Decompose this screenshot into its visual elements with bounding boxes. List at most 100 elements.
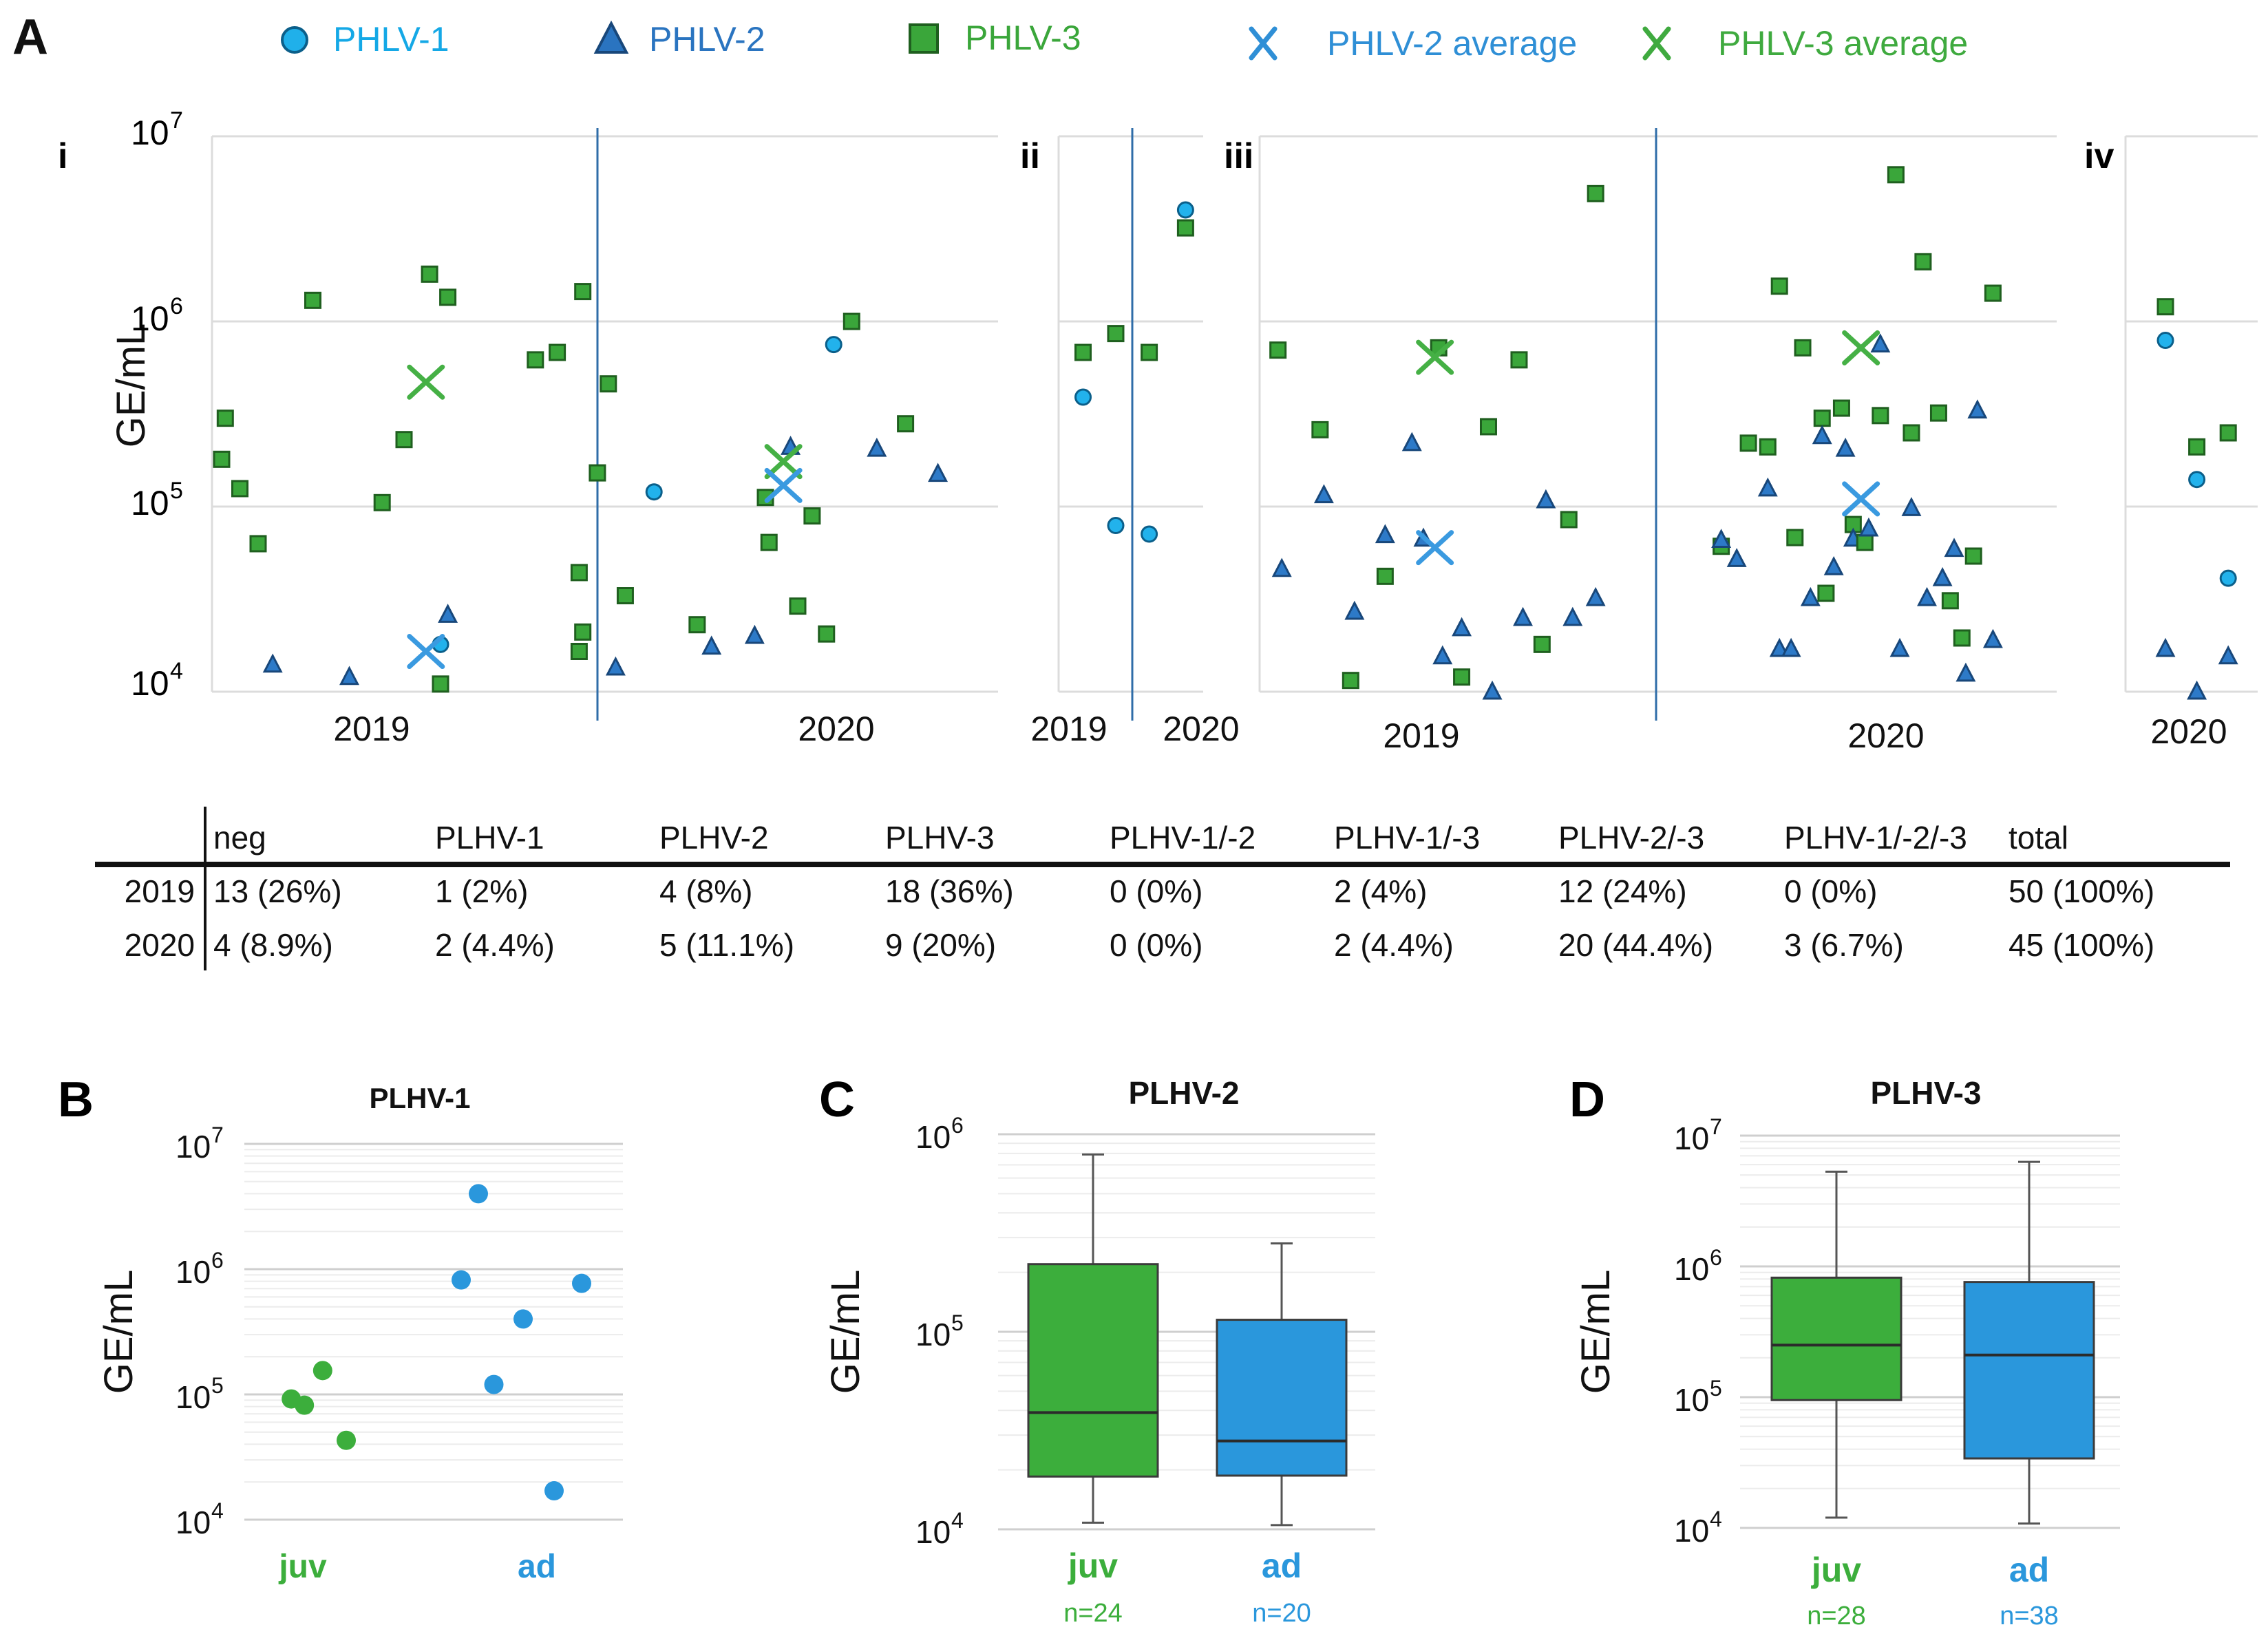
legend-label-phlv3: PHLV-3 <box>965 19 1081 57</box>
table-cell: 3 (6.7%) <box>1784 927 1904 963</box>
point-phlv3-3 <box>1739 434 1757 452</box>
ytick-base: 10 <box>1674 1513 1709 1549</box>
point-phlv2-2 <box>1726 548 1747 567</box>
subpanel-label-ii: ii <box>1020 136 1040 176</box>
ytick: 10 7 <box>1674 1114 1722 1156</box>
ytick: 10 5 <box>1674 1376 1722 1418</box>
year-label-2019: 2019 <box>1030 710 1107 748</box>
table-header-cell: neg <box>213 820 266 856</box>
ytick-exp: 6 <box>170 293 183 319</box>
point-phlv3-2 <box>1176 219 1194 237</box>
subpanel-label-iv: iv <box>2084 136 2114 176</box>
point-phlv3-20 <box>574 623 592 641</box>
point-phlv3-10 <box>1794 339 1812 357</box>
ytick-base: 10 <box>1674 1382 1709 1418</box>
avg-phlv3-0 <box>1842 330 1880 365</box>
point-phlv2-4 <box>744 624 765 644</box>
point-phlv3-21 <box>570 642 588 660</box>
ad-point-3 <box>484 1374 504 1394</box>
point-phlv3-13 <box>1453 668 1471 686</box>
point-phlv2-21 <box>1562 606 1583 626</box>
table-cell: 2 (4.4%) <box>435 927 555 963</box>
point-phlv3-39 <box>1984 284 2002 302</box>
avg-stroke <box>1416 339 1454 375</box>
table-cell: 20 (44.4%) <box>1558 927 1714 963</box>
group-label-ad: ad <box>518 1549 556 1585</box>
point-phlv2-22 <box>1585 586 1606 606</box>
point-phlv2-7 <box>1769 637 1790 657</box>
point-phlv3-12 <box>1813 410 1831 427</box>
ad-point-1 <box>469 1184 488 1204</box>
avg-phlv2-1 <box>1842 481 1880 517</box>
year-label-2019: 2019 <box>333 710 410 748</box>
point-phlv1-3 <box>1141 525 1158 543</box>
juv-point-3 <box>337 1430 356 1450</box>
table-cell: 0 (0%) <box>1784 873 1878 909</box>
point-phlv3-20 <box>1856 533 1874 551</box>
point-phlv1-1 <box>1176 201 1194 219</box>
point-phlv2-12 <box>438 604 458 623</box>
point-phlv3-1 <box>216 410 234 427</box>
subpanel-i: 2019 2020 <box>211 128 998 748</box>
legend-triangle-icon <box>593 20 629 54</box>
legend-label-phlv2: PHLV-2 <box>649 20 765 59</box>
table-header-cell: PLHV-2/-3 <box>1558 820 1705 856</box>
ytick: 10 6 <box>176 1248 224 1290</box>
panel-label-a: A <box>12 10 48 65</box>
subpanel-iv: 2020 <box>2124 135 2258 751</box>
year-label-2020: 2020 <box>1163 710 1239 748</box>
ytick: 10 5 <box>176 1373 224 1415</box>
point-phlv2-37 <box>1967 399 1988 419</box>
group-n-juv: n=24 <box>1063 1599 1123 1628</box>
avg-stroke <box>407 633 445 669</box>
box-juv <box>1027 1153 1159 1524</box>
panel-label-d: D <box>1569 1072 1605 1127</box>
point-phlv3-4 <box>1759 438 1777 456</box>
point-phlv3-26 <box>1903 424 1920 442</box>
point-phlv3-9 <box>1786 529 1804 546</box>
box-iqr <box>1027 1263 1159 1478</box>
table-cell: 13 (26%) <box>213 873 342 909</box>
point-phlv2-4 <box>262 653 283 673</box>
point-phlv2-1 <box>1711 529 1732 549</box>
point-phlv2-8 <box>2218 645 2238 665</box>
point-phlv3-20 <box>1560 511 1578 529</box>
point-phlv3-6 <box>1376 567 1394 585</box>
point-phlv3-6 <box>760 533 778 551</box>
juv-point-2 <box>312 1361 332 1381</box>
box-ad <box>1963 1160 2095 1525</box>
ytick-base: 10 <box>176 1505 211 1540</box>
group-label-ad: ad <box>1262 1547 1302 1585</box>
point-phlv2-1 <box>1271 557 1292 577</box>
ylabel: GE/mL <box>1573 1270 1618 1394</box>
point-phlv2-5 <box>1757 477 1778 497</box>
panel-a-ytick-1e6: 10 6 <box>131 293 183 338</box>
legend-square-icon <box>909 23 939 54</box>
point-phlv3-7 <box>373 493 391 511</box>
panel-a-ytick-1e5: 10 5 <box>131 478 183 522</box>
point-phlv1-3 <box>1107 517 1125 535</box>
table-header-cell: PLHV-2 <box>659 820 769 856</box>
point-phlv3-14 <box>1817 584 1835 602</box>
point-phlv3-23 <box>1587 184 1604 202</box>
table-cell: 12 (24%) <box>1558 873 1687 909</box>
point-phlv2-25 <box>1889 637 1910 657</box>
ytick-base: 10 <box>915 1514 951 1550</box>
legend-label-phlv3-average: PHLV-3 average <box>1718 24 1968 63</box>
point-phlv2-17 <box>1513 606 1533 626</box>
point-phlv2-17 <box>1835 437 1856 457</box>
avg-stroke <box>1416 530 1454 566</box>
data-table-frame <box>95 807 2230 970</box>
panel-b-title: PLHV-1 <box>369 1082 470 1114</box>
point-phlv2-15 <box>1823 555 1844 575</box>
ytick: 10 6 <box>915 1113 964 1155</box>
juv-point-1 <box>295 1395 315 1415</box>
table-cell: 4 (8%) <box>659 873 753 909</box>
point-phlv3-30 <box>1929 404 1947 422</box>
point-phlv3-0 <box>616 587 634 605</box>
ytick-exp: 4 <box>170 658 183 684</box>
ytick-base: 10 <box>176 1254 211 1290</box>
ytick-exp: 5 <box>951 1310 964 1335</box>
point-phlv2-15 <box>1482 680 1503 700</box>
